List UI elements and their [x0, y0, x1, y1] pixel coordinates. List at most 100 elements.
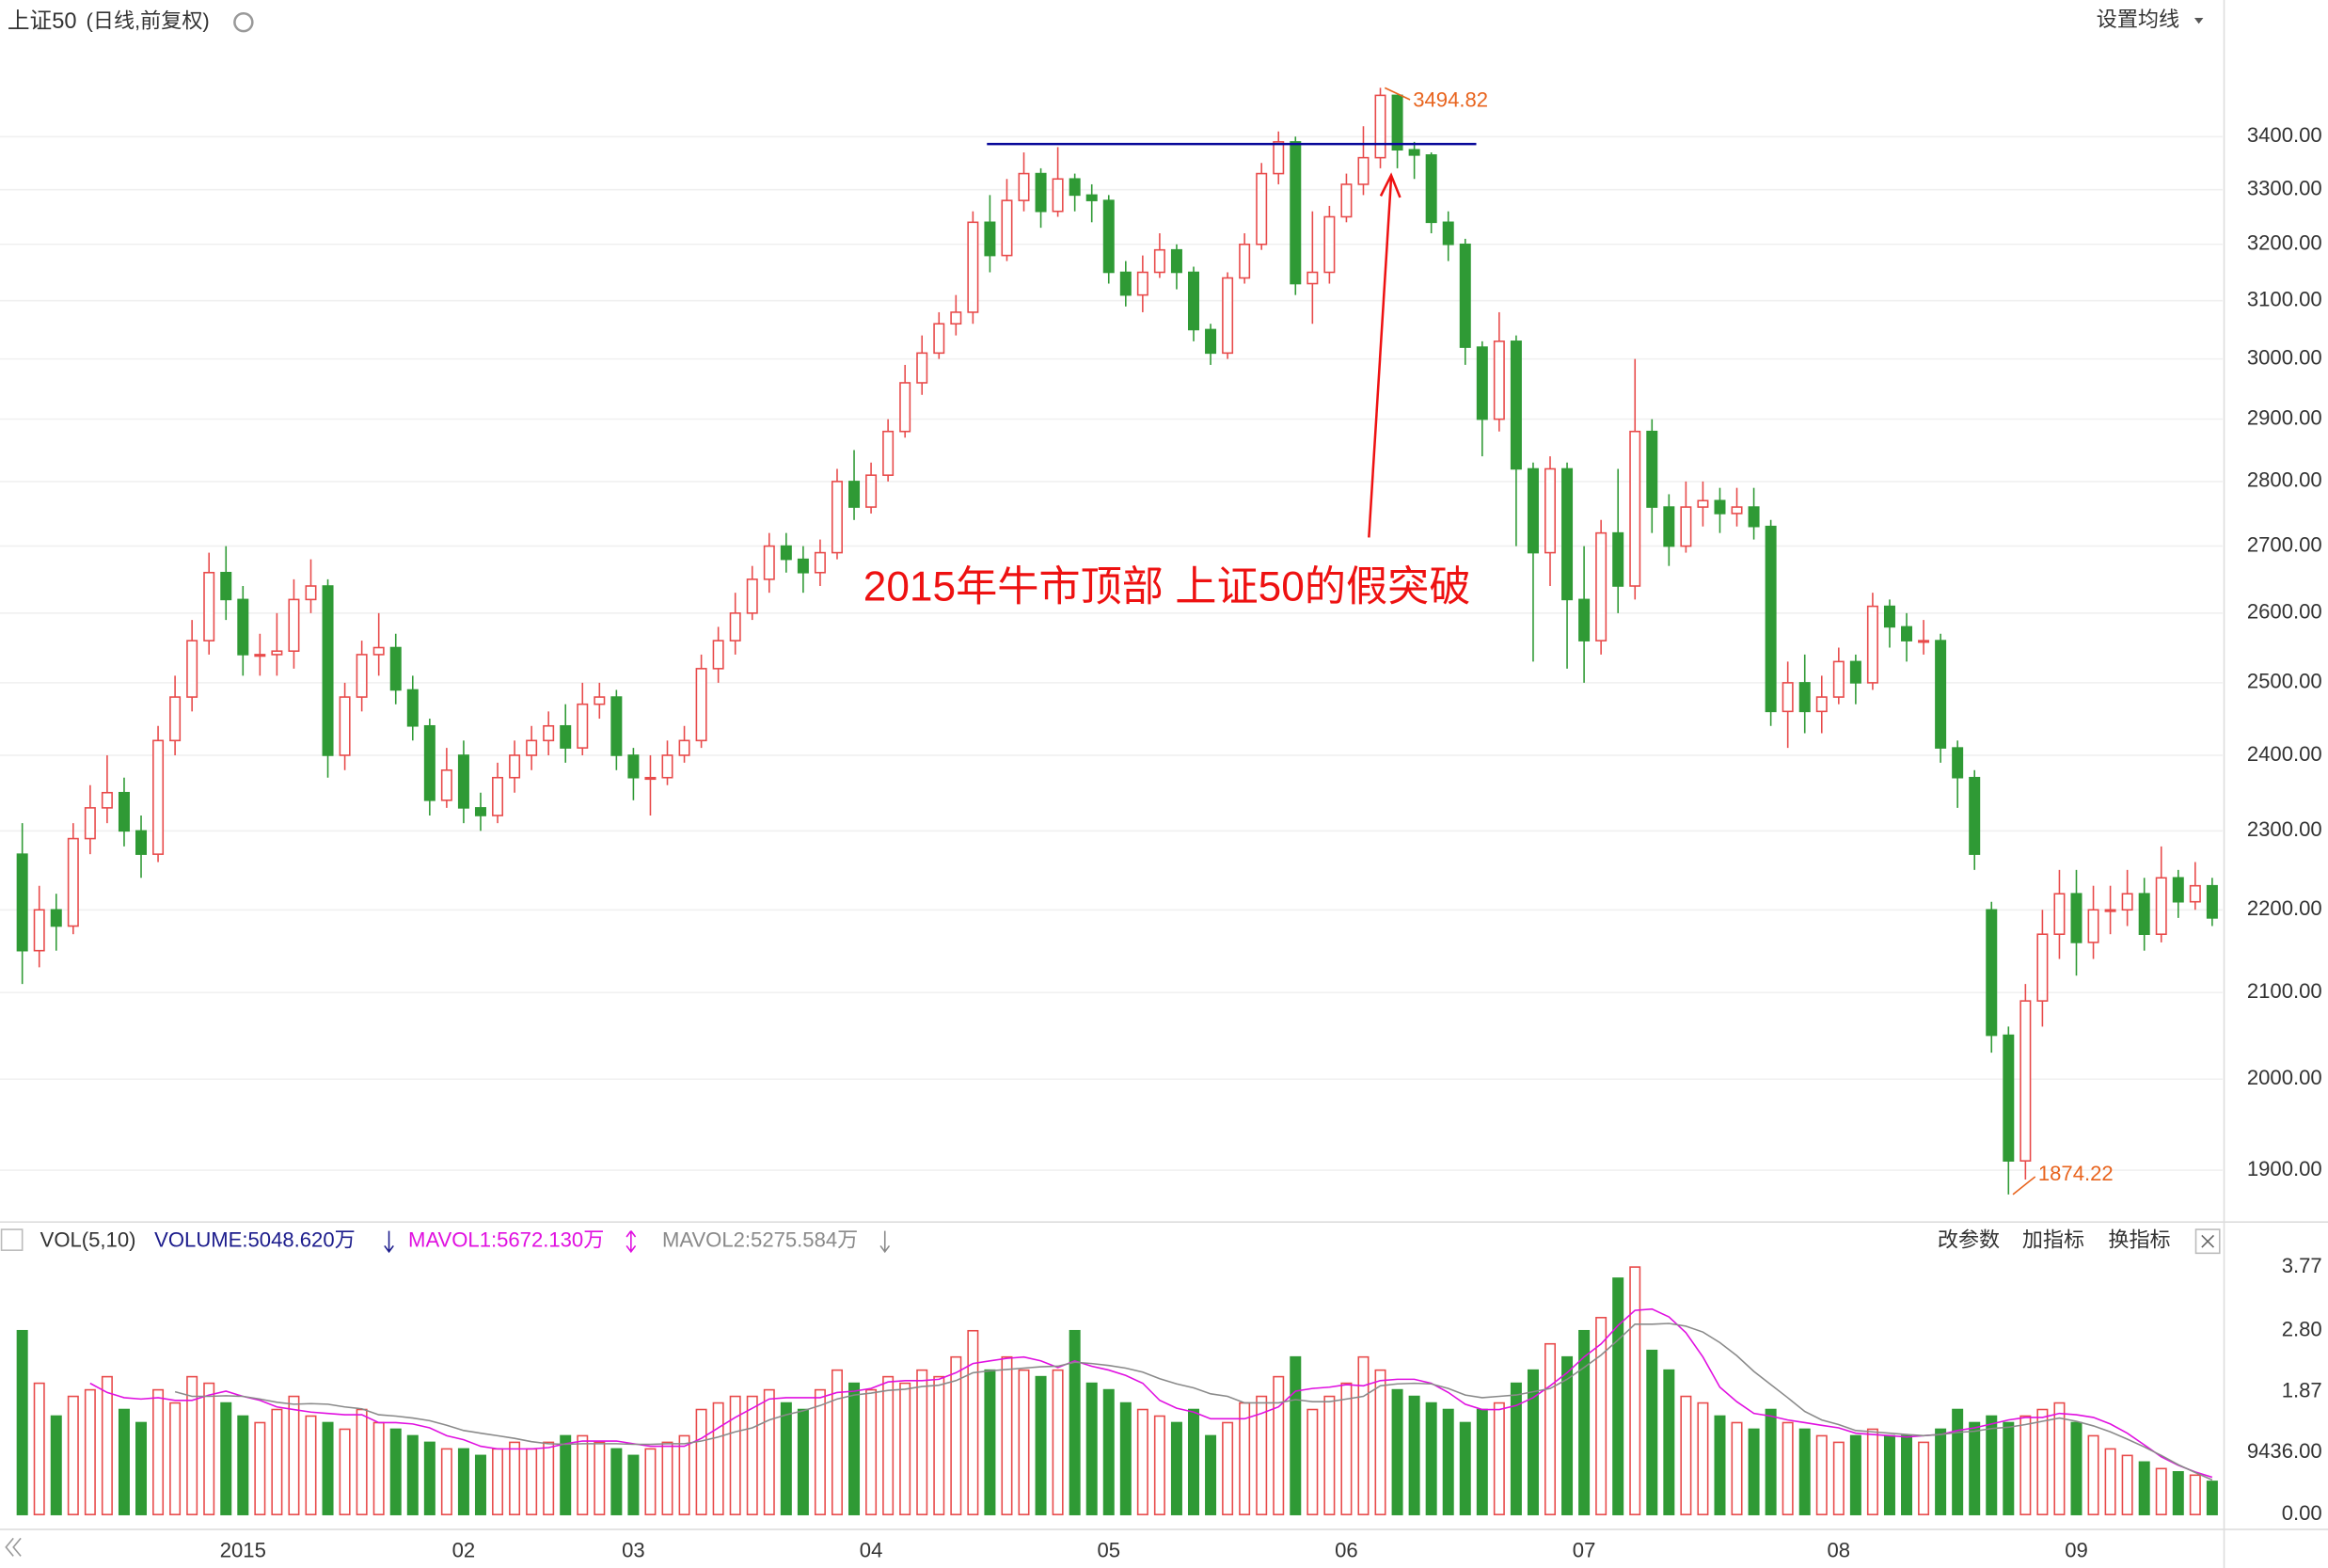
candle-body	[67, 837, 79, 927]
candle-body	[1901, 626, 1913, 641]
candle-body	[1493, 341, 1505, 420]
volume-bar	[389, 1428, 402, 1515]
candle-body	[1561, 467, 1574, 601]
volume-bar	[1307, 1408, 1319, 1515]
volume-bar	[1901, 1434, 1913, 1515]
volume-bar	[1273, 1375, 1285, 1515]
volume-bar	[1986, 1415, 1998, 1515]
legend-entry: MAVOL2:5275.584万	[662, 1228, 858, 1252]
candle-body	[288, 598, 300, 652]
legend-arrow	[879, 1230, 891, 1254]
candle-body	[712, 640, 724, 670]
ma-line	[89, 1307, 2213, 1479]
candle-body	[1170, 248, 1182, 274]
volume-bar	[678, 1434, 690, 1515]
volume-bar	[1256, 1395, 1268, 1515]
volume-bar	[474, 1454, 486, 1515]
candle-body	[1153, 248, 1165, 274]
candle-body	[1986, 909, 1998, 1037]
x-tick-label: 03	[622, 1538, 645, 1561]
candle-body	[271, 650, 283, 656]
min-leader	[2012, 1176, 2036, 1196]
volume-bar	[763, 1388, 775, 1515]
close-panel[interactable]	[2194, 1228, 2221, 1255]
volume-bar	[1952, 1408, 1964, 1515]
volume-bar	[2003, 1421, 2015, 1515]
y-tick-label: 3.77	[2282, 1254, 2322, 1277]
candle-body	[339, 696, 351, 756]
volume-bar	[1459, 1421, 1471, 1515]
annotation-arrow	[1368, 178, 1393, 538]
indicator-button[interactable]: 加指标	[2022, 1228, 2084, 1252]
y-tick-label: 2400.00	[2247, 742, 2322, 766]
candle-body	[440, 768, 452, 801]
candle-body	[1222, 277, 1234, 355]
volume-bar	[882, 1375, 895, 1515]
candle-body	[1357, 156, 1370, 185]
volume-bar	[1697, 1402, 1709, 1515]
volume-bar	[33, 1382, 45, 1515]
candle-body	[372, 646, 385, 656]
volume-bar	[2172, 1471, 2184, 1515]
y-tick-label: 2500.00	[2247, 670, 2322, 693]
volume-bar	[916, 1369, 928, 1515]
candle-body	[1935, 640, 1947, 749]
candle-body	[33, 909, 45, 952]
volume-bar	[543, 1441, 555, 1515]
volume-bar	[440, 1448, 452, 1515]
y-tick-label: 3200.00	[2247, 231, 2322, 255]
candle-body	[644, 776, 657, 781]
candle-body	[1374, 94, 1386, 159]
candle-body	[1442, 221, 1454, 245]
volume-bar	[780, 1402, 792, 1515]
volume-bar	[967, 1329, 979, 1515]
indicator-button[interactable]: 换指标	[2108, 1228, 2170, 1252]
panel-toggle[interactable]	[0, 1228, 24, 1251]
settings-button[interactable]: 设置均线	[2097, 8, 2179, 31]
volume-bar	[1629, 1266, 1641, 1515]
candle-body	[1408, 149, 1420, 156]
candle-body	[101, 791, 113, 809]
candle-body	[423, 724, 436, 801]
volume-bar	[526, 1448, 538, 1515]
volume-bar	[1544, 1342, 1557, 1515]
candle-body	[1731, 506, 1743, 515]
x-tick-label: 09	[2065, 1538, 2088, 1561]
volume-bar	[220, 1402, 232, 1515]
volume-bar	[1849, 1434, 1861, 1515]
volume-bar	[1035, 1375, 1047, 1515]
settings-gear[interactable]	[233, 11, 254, 33]
volume-bar	[1595, 1317, 1607, 1515]
candle-body	[356, 654, 368, 698]
candle-body	[1459, 243, 1471, 348]
volume-bar	[2138, 1461, 2150, 1515]
candle-body	[220, 571, 232, 601]
candle-body	[1832, 660, 1845, 698]
volume-bar	[984, 1369, 996, 1515]
candle-body	[1918, 640, 1930, 643]
candle-body	[152, 739, 165, 855]
y-tick-label: 2700.00	[2247, 532, 2322, 556]
scroll-left[interactable]	[5, 1537, 22, 1557]
volume-bar	[2070, 1421, 2083, 1515]
volume-bar	[729, 1395, 741, 1515]
candle-body	[2003, 1034, 2015, 1162]
volume-bar	[1205, 1434, 1217, 1515]
y-tick-label: 3300.00	[2247, 176, 2322, 199]
annotation: 2015年牛市顶部 上证50的假突破	[863, 563, 1471, 610]
candle-body	[2019, 1000, 2032, 1162]
volume-bar	[1069, 1329, 1081, 1515]
y-tick-label: 3000.00	[2247, 345, 2322, 369]
candle-body	[1883, 605, 1895, 628]
candle-body	[1527, 467, 1539, 554]
volume-bar	[1578, 1329, 1591, 1515]
volume-bar	[746, 1395, 758, 1515]
volume-bar	[661, 1441, 673, 1515]
volume-bar	[1612, 1277, 1624, 1515]
candle-body	[1663, 506, 1675, 547]
candle-body	[186, 640, 198, 698]
candle-body	[1391, 94, 1403, 151]
candle-body	[203, 571, 215, 641]
chart-subtitle: (日线,前复权)	[87, 9, 210, 33]
indicator-button[interactable]: 改参数	[1938, 1228, 2000, 1252]
